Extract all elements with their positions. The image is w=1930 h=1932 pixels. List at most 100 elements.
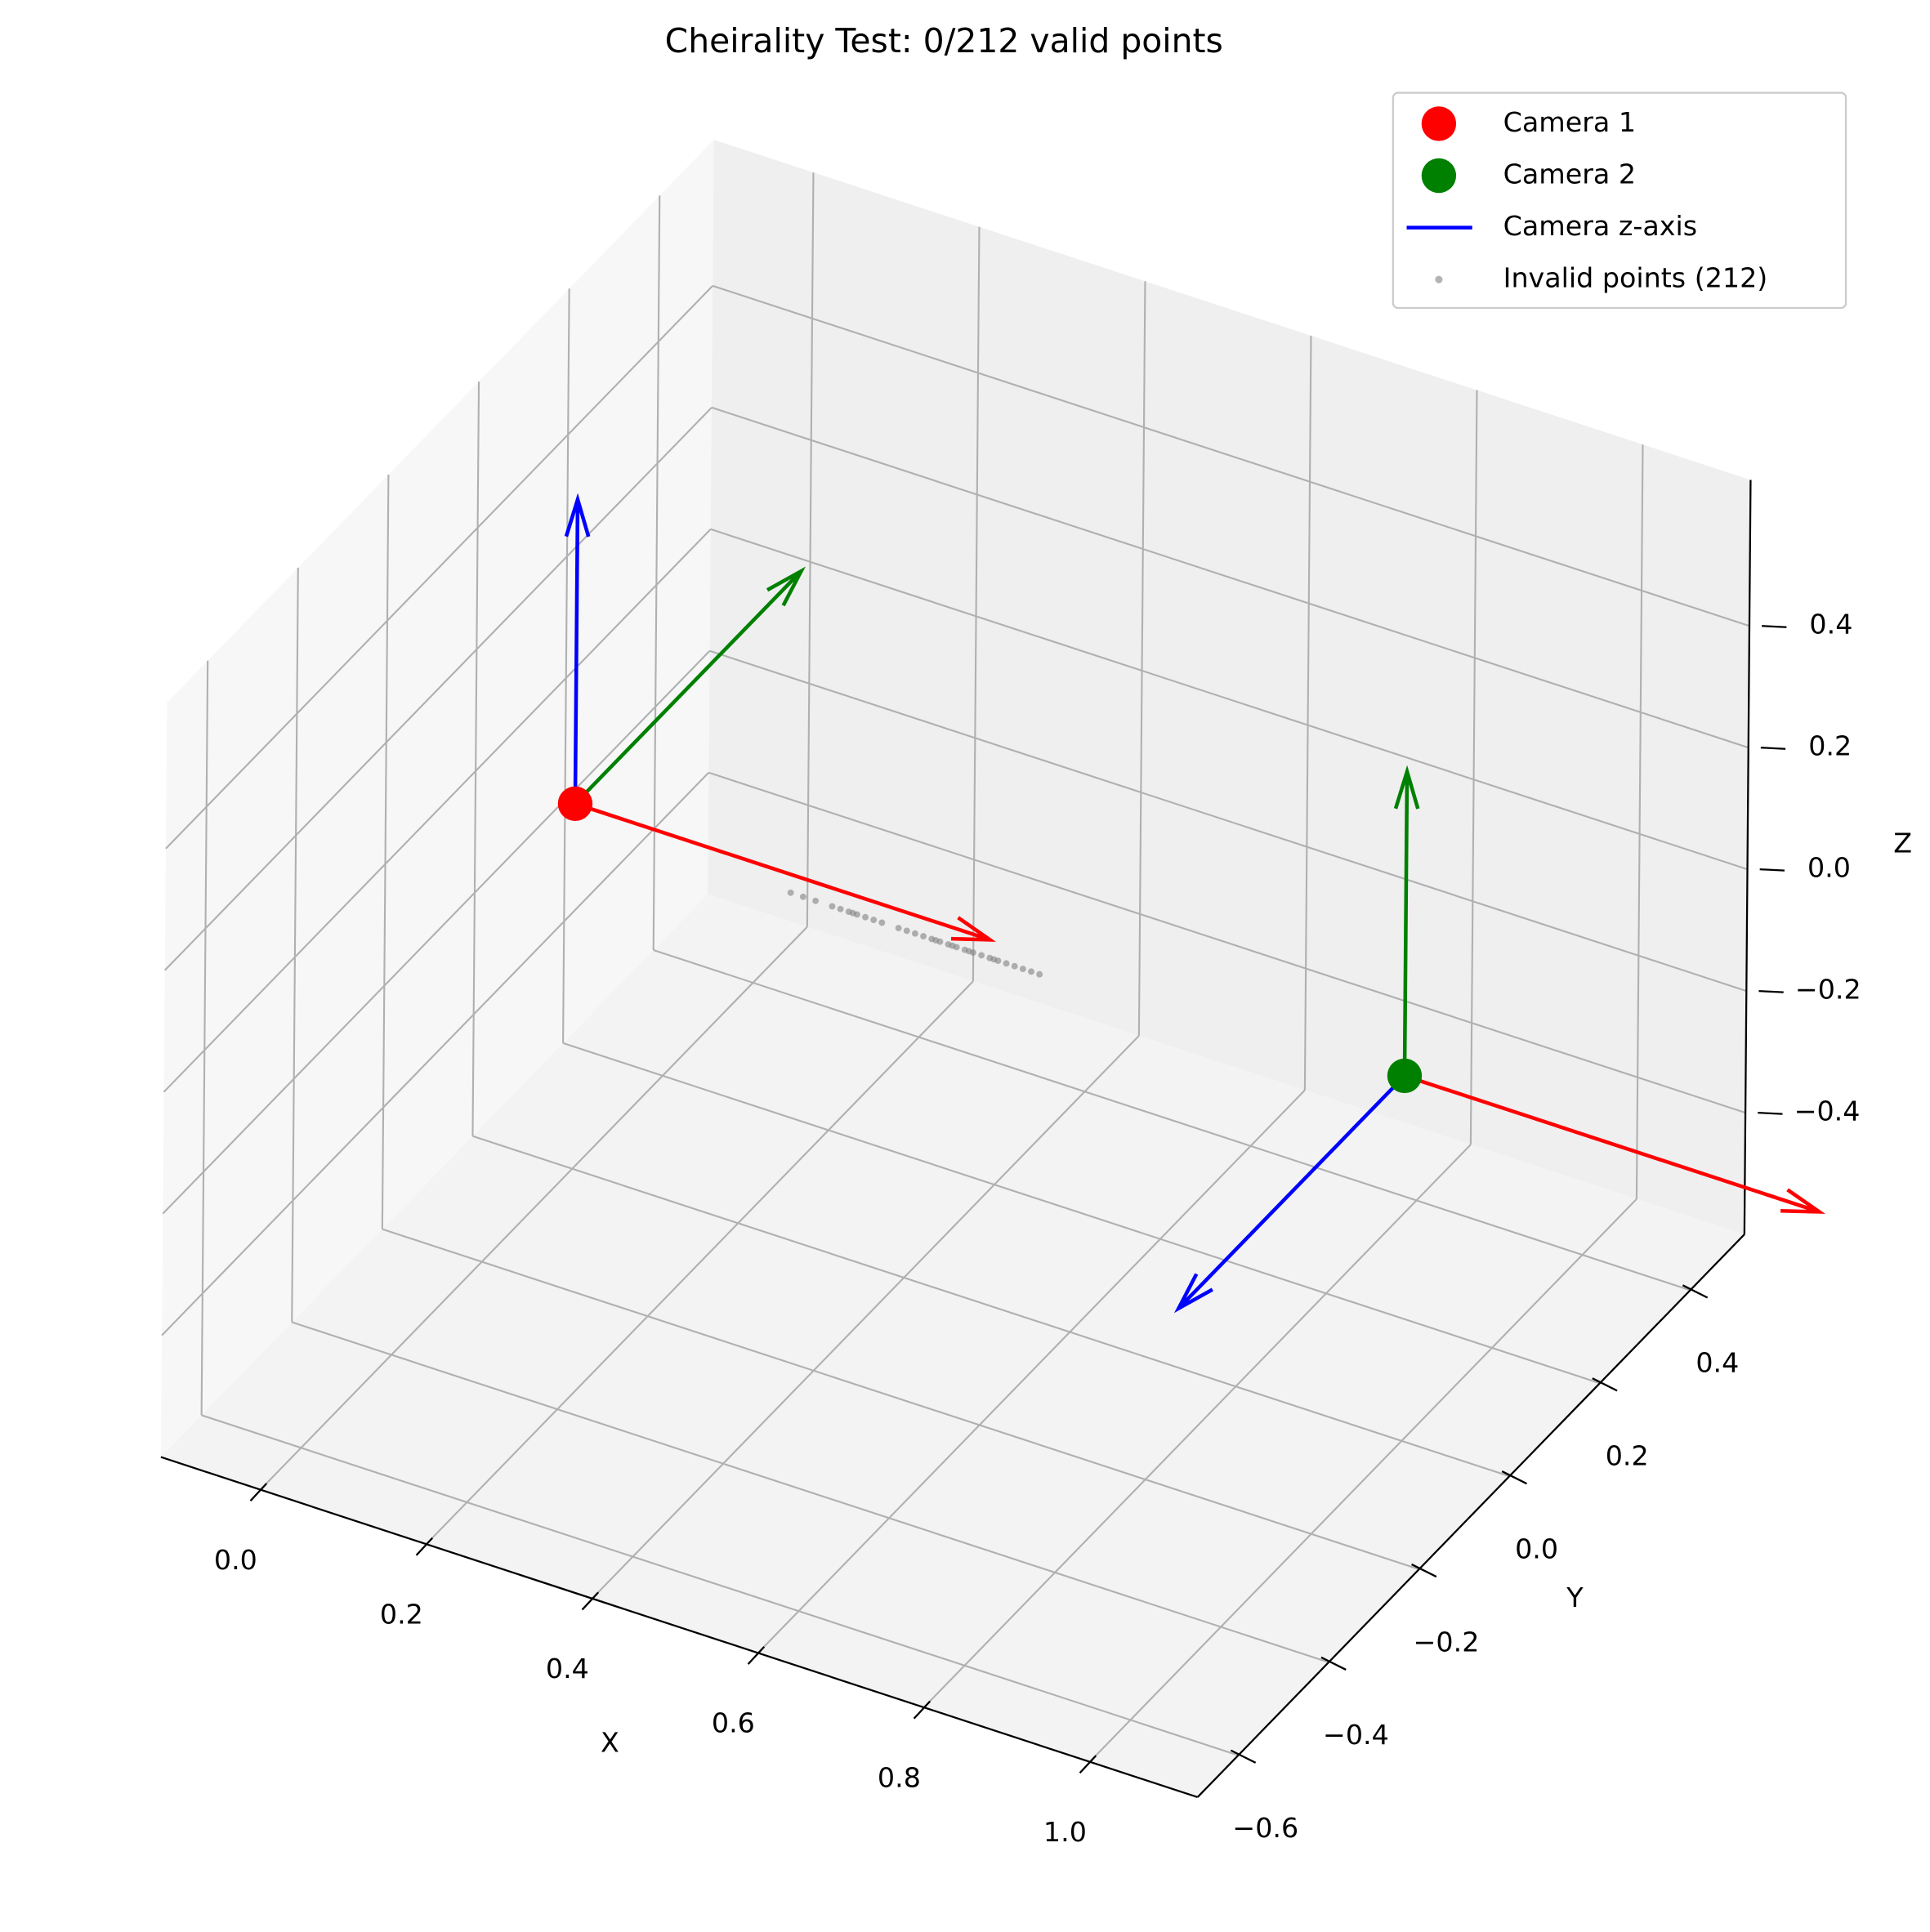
grid-line bbox=[472, 1135, 1510, 1478]
x-tick-label: 1.0 bbox=[1043, 1816, 1087, 1848]
z-tick-label: 0.2 bbox=[1808, 730, 1852, 762]
grid-line bbox=[259, 926, 808, 1491]
point bbox=[1019, 966, 1026, 972]
x-tick-label: 0.2 bbox=[380, 1598, 423, 1630]
point bbox=[799, 893, 806, 900]
grid-line bbox=[972, 226, 981, 982]
z-tick-label: 0.0 bbox=[1807, 852, 1851, 884]
camera-axis-arrow bbox=[564, 493, 591, 804]
point bbox=[978, 952, 985, 959]
y-tick bbox=[1320, 1656, 1347, 1671]
y-tick-label: −0.4 bbox=[1323, 1719, 1389, 1751]
z-tick bbox=[1759, 868, 1785, 872]
point bbox=[812, 897, 820, 904]
x-axis-label: X bbox=[601, 1726, 619, 1758]
z-axis-line bbox=[1743, 480, 1752, 1235]
grid-line bbox=[711, 406, 1749, 749]
legend-label: Camera z-axis bbox=[1503, 210, 1697, 242]
camera-axis-arrow bbox=[574, 566, 806, 805]
y-tick bbox=[1501, 1470, 1527, 1485]
grid-line bbox=[291, 1321, 1329, 1663]
point bbox=[853, 911, 860, 918]
point bbox=[829, 903, 836, 910]
pane-back bbox=[708, 140, 1751, 1235]
y-tick-label: 0.4 bbox=[1695, 1347, 1739, 1379]
camera-axis-arrow bbox=[574, 801, 996, 942]
grid-line bbox=[382, 1228, 1419, 1570]
y-tick bbox=[1592, 1377, 1618, 1392]
z-axis-label: Z bbox=[1893, 828, 1912, 859]
x-tick-label: 0.4 bbox=[546, 1653, 589, 1684]
point bbox=[895, 925, 902, 932]
grid-line bbox=[708, 771, 1746, 1114]
point bbox=[1011, 962, 1018, 970]
grid-line bbox=[163, 407, 713, 971]
x-tick bbox=[747, 1646, 766, 1665]
point bbox=[953, 944, 960, 951]
y-axis-label: Y bbox=[1566, 1582, 1584, 1613]
point bbox=[1003, 960, 1010, 967]
y-tick-label: −0.2 bbox=[1414, 1626, 1480, 1658]
legend-label: Camera 2 bbox=[1503, 158, 1636, 190]
y-tick bbox=[1230, 1749, 1257, 1764]
pane-floor bbox=[160, 894, 1745, 1797]
point bbox=[862, 913, 869, 921]
point bbox=[920, 933, 927, 939]
legend-label: Camera 1 bbox=[1503, 106, 1636, 138]
camera-axis-arrow bbox=[1404, 1073, 1826, 1214]
grid-line bbox=[161, 771, 710, 1336]
grid-line bbox=[1137, 281, 1146, 1036]
point bbox=[994, 957, 1002, 964]
pane-left bbox=[160, 140, 714, 1457]
y-tick bbox=[1682, 1284, 1709, 1299]
grid-line bbox=[806, 172, 815, 927]
point bbox=[870, 917, 878, 924]
point bbox=[787, 889, 794, 896]
y-tick-label: −0.6 bbox=[1232, 1812, 1298, 1844]
grid-line bbox=[162, 650, 711, 1215]
x-tick bbox=[249, 1483, 268, 1501]
point bbox=[903, 927, 910, 935]
grid-line bbox=[471, 381, 480, 1136]
grid-line bbox=[291, 567, 299, 1323]
z-tick-label: −0.4 bbox=[1794, 1095, 1861, 1127]
y-tick-label: 0.0 bbox=[1515, 1533, 1558, 1564]
grid-line bbox=[1469, 390, 1478, 1145]
grid-line bbox=[1088, 1198, 1637, 1763]
z-tick-label: 0.4 bbox=[1809, 609, 1852, 640]
x-tick-label: 0.0 bbox=[214, 1544, 257, 1576]
point bbox=[1028, 968, 1034, 975]
grid-line bbox=[757, 1089, 1306, 1654]
grid-line bbox=[712, 284, 1750, 627]
legend-marker bbox=[1435, 275, 1443, 283]
legend-marker bbox=[1421, 106, 1457, 141]
grid-line bbox=[562, 1042, 1601, 1385]
x-tick-label: 0.8 bbox=[878, 1761, 921, 1793]
grid-line bbox=[163, 529, 712, 1093]
grid-line bbox=[201, 1414, 1239, 1756]
z-tick bbox=[1760, 747, 1786, 750]
x-tick bbox=[913, 1700, 931, 1720]
point bbox=[837, 905, 844, 912]
camera-marker bbox=[1387, 1058, 1423, 1094]
grid-line bbox=[381, 475, 390, 1229]
camera-marker bbox=[557, 786, 593, 822]
point bbox=[878, 919, 886, 926]
point bbox=[1036, 970, 1043, 978]
camera-axis-arrow bbox=[1393, 765, 1420, 1076]
legend-box bbox=[1392, 91, 1847, 310]
z-tick bbox=[1758, 1111, 1783, 1115]
x-tick bbox=[581, 1591, 600, 1611]
grid-line bbox=[652, 195, 661, 951]
point bbox=[911, 930, 918, 937]
z-tick bbox=[1762, 625, 1787, 628]
y-tick bbox=[1411, 1563, 1437, 1578]
x-tick bbox=[1079, 1755, 1097, 1774]
grid-line bbox=[923, 1144, 1472, 1708]
y-axis-line bbox=[1196, 1234, 1745, 1798]
x-axis-line bbox=[160, 1456, 1199, 1799]
x-tick bbox=[415, 1537, 434, 1556]
camera-axis-arrow bbox=[1173, 1074, 1406, 1314]
legend-label: Invalid points (212) bbox=[1503, 262, 1768, 294]
